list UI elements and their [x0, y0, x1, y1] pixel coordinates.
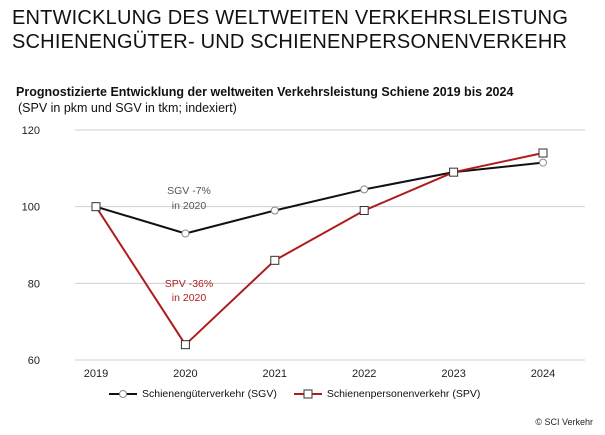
- chart-subtitle: Prognostizierte Entwicklung der weltweit…: [16, 85, 514, 99]
- x-tick-label-2020: 2020: [173, 368, 197, 380]
- annotation-sgv-line2: in 2020: [172, 200, 207, 212]
- annotation-sgv-line1: SGV -7%: [167, 185, 211, 197]
- legend-label-spv: Schienenpersonenverkehr (SPV): [326, 388, 481, 400]
- data-point-sgv-2022: [360, 185, 369, 194]
- legend-item-spv: Schienenpersonenverkehr (SPV): [293, 388, 481, 400]
- series-line-spv: [95, 152, 544, 346]
- annotation-spv-line1: SPV -36%: [165, 278, 213, 290]
- chart-title: ENTWICKLUNG DES WELTWEITEN VERKEHRSLEIST…: [12, 6, 568, 54]
- data-point-sgv-2020: [181, 229, 190, 238]
- y-tick-label-80: 80: [28, 278, 40, 290]
- data-point-spv-2023: [449, 167, 459, 177]
- data-point-spv-2019: [91, 202, 101, 212]
- x-tick-label-2023: 2023: [441, 368, 465, 380]
- legend-label-sgv: Schienengüterverkehr (SGV): [142, 388, 277, 400]
- source-credit: © SCI Verkehr: [535, 417, 593, 427]
- data-point-spv-2022: [359, 206, 369, 215]
- series-line-sgv: [95, 161, 544, 235]
- title-line-1: ENTWICKLUNG DES WELTWEITEN VERKEHRSLEIST…: [12, 7, 569, 29]
- x-tick-label-2021: 2021: [263, 368, 287, 380]
- chart-legend: Schienengüterverkehr (SGV) Schienenperso…: [108, 388, 480, 400]
- chart-subtitle-note: (SPV in pkm und SGV in tkm; indexiert): [18, 101, 237, 115]
- x-tick-label-2022: 2022: [352, 368, 376, 380]
- data-point-spv-2020: [180, 340, 190, 350]
- data-point-spv-2024: [538, 148, 548, 158]
- x-tick-label-2019: 2019: [84, 368, 108, 380]
- x-tick-label-2024: 2024: [531, 368, 555, 380]
- data-point-sgv-2021: [270, 206, 279, 215]
- data-point-sgv-2024: [539, 158, 547, 167]
- annotation-spv-line2: in 2020: [172, 292, 207, 304]
- data-point-spv-2021: [270, 255, 280, 265]
- legend-marker-sgv: [109, 390, 137, 398]
- y-tick-label-100: 100: [22, 202, 40, 214]
- legend-item-sgv: Schienengüterverkehr (SGV): [108, 388, 277, 400]
- title-line-2: SCHIENENGÜTER- UND SCHIENENPERSONENVERKE…: [12, 31, 568, 53]
- y-tick-label-60: 60: [28, 355, 40, 367]
- y-tick-label-120: 120: [22, 125, 40, 137]
- legend-marker-spv: [293, 389, 322, 399]
